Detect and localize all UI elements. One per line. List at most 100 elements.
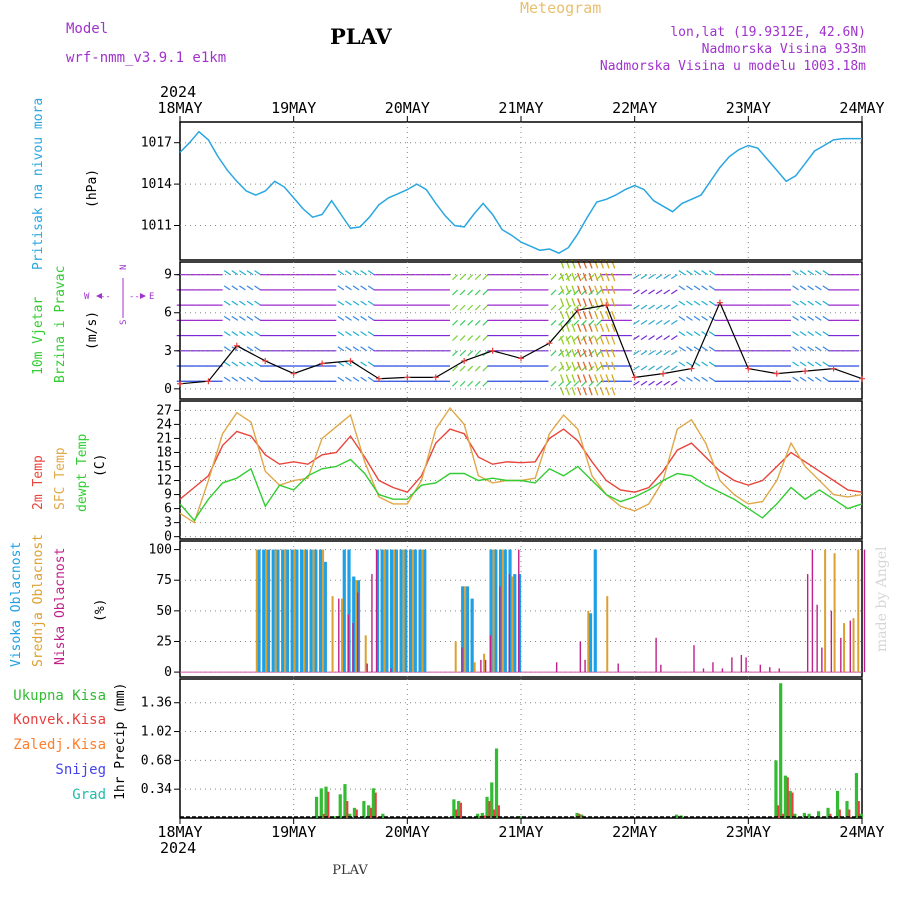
wind-arrow xyxy=(231,331,239,337)
precip-conv-bar xyxy=(483,815,486,818)
wind-arrow-strong xyxy=(577,386,582,396)
wind-arrow-strong xyxy=(588,361,593,371)
wind-arrow xyxy=(467,319,474,326)
wind-arrow-strong xyxy=(565,348,570,358)
wind-arrow xyxy=(482,335,489,341)
wind-arrow-strong xyxy=(560,310,565,320)
wind-arrow-strong xyxy=(560,374,565,383)
cloud-high-bar xyxy=(356,580,361,673)
cloud-low-bar xyxy=(769,667,771,673)
wind-ylabel-1: 10m Vjetar xyxy=(31,297,46,375)
precip-total-bar xyxy=(788,790,792,818)
cloud-mid-bar xyxy=(284,549,287,673)
wind-arrow xyxy=(459,380,466,387)
cloud-mid-bar xyxy=(402,549,405,673)
wind-arrow xyxy=(352,300,360,306)
cloud-low-bar xyxy=(352,623,354,673)
wind-arrow xyxy=(254,376,261,382)
wind-arrow xyxy=(345,361,352,367)
wind-arrow-strong xyxy=(605,361,610,371)
wind-arrow xyxy=(459,350,466,357)
wind-speed-marker xyxy=(432,374,439,381)
wind-arrow xyxy=(670,274,678,280)
cloud-low-bar xyxy=(721,668,724,673)
cloud-high-bar xyxy=(276,549,280,673)
wind-arrow-strong xyxy=(611,272,616,282)
precip-unit: 1hr Precip (mm) xyxy=(113,683,128,800)
wind-arrow xyxy=(663,350,671,356)
wind-arrow xyxy=(452,274,458,281)
wind-arrow xyxy=(459,289,466,296)
cloud-mid-bar xyxy=(412,549,415,673)
wind-arrow xyxy=(459,319,466,326)
wind-arrow xyxy=(678,361,686,367)
cloud-mid-bar xyxy=(511,576,514,673)
wind-arrow xyxy=(482,289,489,296)
wind-arrow-strong xyxy=(577,285,582,294)
pressure-ylabel: Pritisak na nivou mora xyxy=(31,98,46,270)
wind-arrow xyxy=(467,335,474,341)
wind-speed-marker xyxy=(290,370,297,377)
cloud-high-bar xyxy=(461,586,465,673)
wind-arrow-strong xyxy=(582,374,587,383)
wind-arrow xyxy=(482,365,489,372)
wind-arrow xyxy=(550,380,557,387)
wind-speed-marker xyxy=(688,365,695,372)
wind-arrow xyxy=(799,376,807,382)
wind-arrow xyxy=(678,376,686,382)
wind-arrow xyxy=(254,346,261,352)
footer-location: PLAV xyxy=(332,863,368,878)
cloud-low-bar xyxy=(375,549,378,673)
wind-arrow xyxy=(573,304,580,311)
wind-arrow xyxy=(792,346,799,352)
wind-arrow xyxy=(807,331,815,337)
wind-arrow-strong xyxy=(588,272,593,282)
cloud-high-bar xyxy=(285,549,290,673)
wind-arrow xyxy=(246,376,254,382)
wind-arrow xyxy=(565,304,572,311)
wind-arrow-strong xyxy=(599,323,605,332)
wind-arrow xyxy=(822,331,830,337)
wind-arrow xyxy=(474,380,481,387)
wind-arrow xyxy=(352,331,360,337)
wind-arrow xyxy=(367,270,375,276)
precip-total-bar xyxy=(485,796,489,818)
wind-arrow-strong xyxy=(571,323,576,332)
wind-arrow-strong xyxy=(582,336,587,345)
wind-arrow xyxy=(239,300,246,306)
wind-arrow xyxy=(246,285,254,291)
cloud-high-bar xyxy=(281,549,285,673)
wind-arrow xyxy=(640,274,648,280)
cloud-low-bar xyxy=(830,610,833,673)
cloud-mid-bar xyxy=(274,549,277,673)
cloud-mid-bar xyxy=(364,635,367,673)
wind-arrow xyxy=(596,289,602,296)
wind-speed-marker xyxy=(802,368,809,375)
wind-speed-marker xyxy=(603,302,610,309)
wind-arrow xyxy=(807,361,815,367)
wind-arrow xyxy=(573,380,580,387)
precip-conv-bar xyxy=(791,792,794,818)
wind-arrow xyxy=(367,361,375,367)
wind-arrow xyxy=(701,376,708,382)
cloud-low-bar xyxy=(390,668,392,673)
cloud-low-bar xyxy=(660,664,662,673)
cloud-low-bar xyxy=(811,549,814,673)
wind-arrow xyxy=(640,304,648,310)
wind-arrow xyxy=(670,304,678,310)
wind-arrow xyxy=(246,361,254,367)
wind-arrow xyxy=(588,350,595,357)
wind-arrow xyxy=(670,365,678,371)
wind-arrow xyxy=(239,361,246,367)
temp-ytick-label: 6 xyxy=(164,502,172,517)
cloud-high-bar xyxy=(342,549,346,673)
wind-arrow xyxy=(822,376,830,382)
wind-arrow xyxy=(452,304,458,311)
wind-arrow xyxy=(352,346,360,352)
cloud-high-bar xyxy=(399,549,403,673)
wind-arrow xyxy=(223,361,231,367)
x-label-bottom: 21MAY xyxy=(498,823,543,841)
temp-ytick-label: 9 xyxy=(164,488,172,503)
wind-arrow-strong xyxy=(577,361,582,371)
